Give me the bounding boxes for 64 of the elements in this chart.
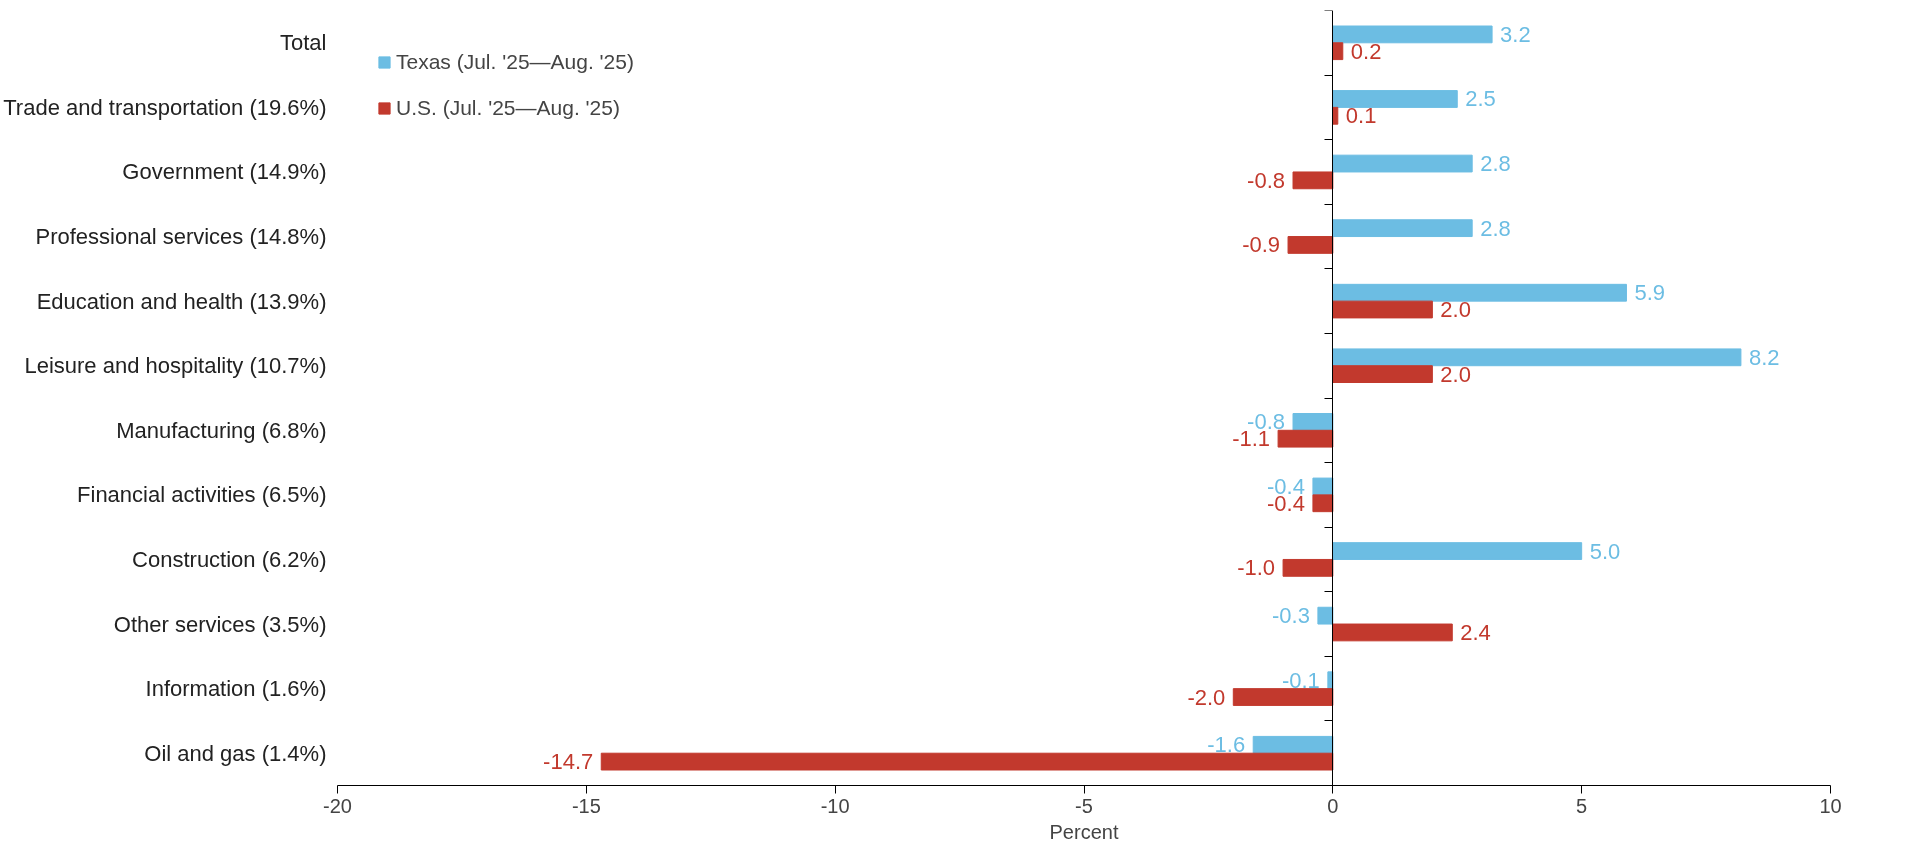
bar: [1332, 348, 1742, 367]
data-label: -1.6: [1207, 732, 1246, 758]
bar: [1287, 236, 1334, 254]
data-label: 8.2: [1748, 344, 1780, 370]
data-label: -2.0: [1187, 684, 1226, 710]
y-tick-label: Financial activities (6.5%): [77, 482, 327, 508]
y-tick-label: Information (1.6%): [145, 676, 327, 702]
y-tick-label: Education and health (13.9%): [36, 288, 327, 314]
data-label: -14.7: [543, 749, 594, 775]
bar: [1332, 283, 1627, 302]
data-label: -1.0: [1237, 555, 1276, 581]
bar: [1277, 429, 1334, 448]
bar: [1332, 623, 1453, 642]
data-label: 2.0: [1440, 361, 1471, 387]
bar: [1332, 219, 1473, 238]
x-axis-title: Percent: [1049, 820, 1119, 843]
bar: [1312, 494, 1334, 513]
bar: [1332, 90, 1458, 108]
x-tick-label: 0: [1327, 794, 1339, 817]
bar: [1332, 154, 1473, 173]
y-tick-label: Leisure and hospitality (10.7%): [24, 353, 327, 379]
bar: [1332, 42, 1344, 61]
data-label: 2.5: [1465, 86, 1496, 112]
x-tick-label: 5: [1576, 794, 1588, 817]
bar: [1332, 300, 1433, 319]
x-tick-label: -20: [323, 794, 352, 817]
x-tick-label: -10: [820, 794, 850, 817]
bar: [1332, 542, 1583, 560]
data-label: 5.0: [1589, 538, 1621, 564]
data-label: -0.1: [1281, 667, 1320, 693]
bar: [1292, 171, 1334, 190]
data-label: 2.8: [1480, 151, 1511, 177]
data-label: 2.4: [1460, 619, 1491, 645]
y-tick-label: Other services (3.5%): [113, 611, 327, 637]
x-tick-label: -5: [1075, 794, 1093, 817]
y-tick-label: Oil and gas (1.4%): [144, 740, 327, 766]
data-label: -0.9: [1242, 232, 1281, 258]
data-label: 5.9: [1634, 280, 1666, 306]
y-tick-label: Construction (6.2%): [132, 546, 327, 572]
bar: [600, 752, 1334, 771]
legend-label: Texas (Jul. '25—Aug. '25): [396, 50, 634, 74]
data-label: -0.3: [1271, 603, 1310, 629]
y-tick-label: Total: [280, 30, 327, 56]
bar: [1317, 606, 1334, 625]
x-tick-label: -15: [571, 794, 601, 817]
data-label: 0.2: [1350, 38, 1382, 64]
bar: [1232, 688, 1334, 706]
data-label: 3.2: [1500, 21, 1531, 47]
bar: [1282, 558, 1334, 577]
y-tick-label: Manufacturing (6.8%): [116, 417, 327, 443]
bar: [1332, 25, 1493, 44]
x-tick-label: 10: [1819, 794, 1842, 817]
bar: [1292, 413, 1334, 431]
bar: [1332, 365, 1433, 383]
data-label: -0.8: [1247, 167, 1286, 193]
y-tick-label: Trade and transportation (19.6%): [3, 94, 327, 120]
data-label: 2.8: [1480, 215, 1511, 241]
data-label: 0.1: [1345, 103, 1377, 129]
data-label: 2.0: [1440, 297, 1471, 323]
bar: [1312, 477, 1334, 496]
y-tick-label: Professional services (14.8%): [35, 224, 327, 250]
legend-label: U.S. (Jul. '25—Aug. '25): [396, 96, 620, 120]
bar: [1252, 735, 1334, 754]
y-tick-label: Government (14.9%): [122, 159, 327, 185]
